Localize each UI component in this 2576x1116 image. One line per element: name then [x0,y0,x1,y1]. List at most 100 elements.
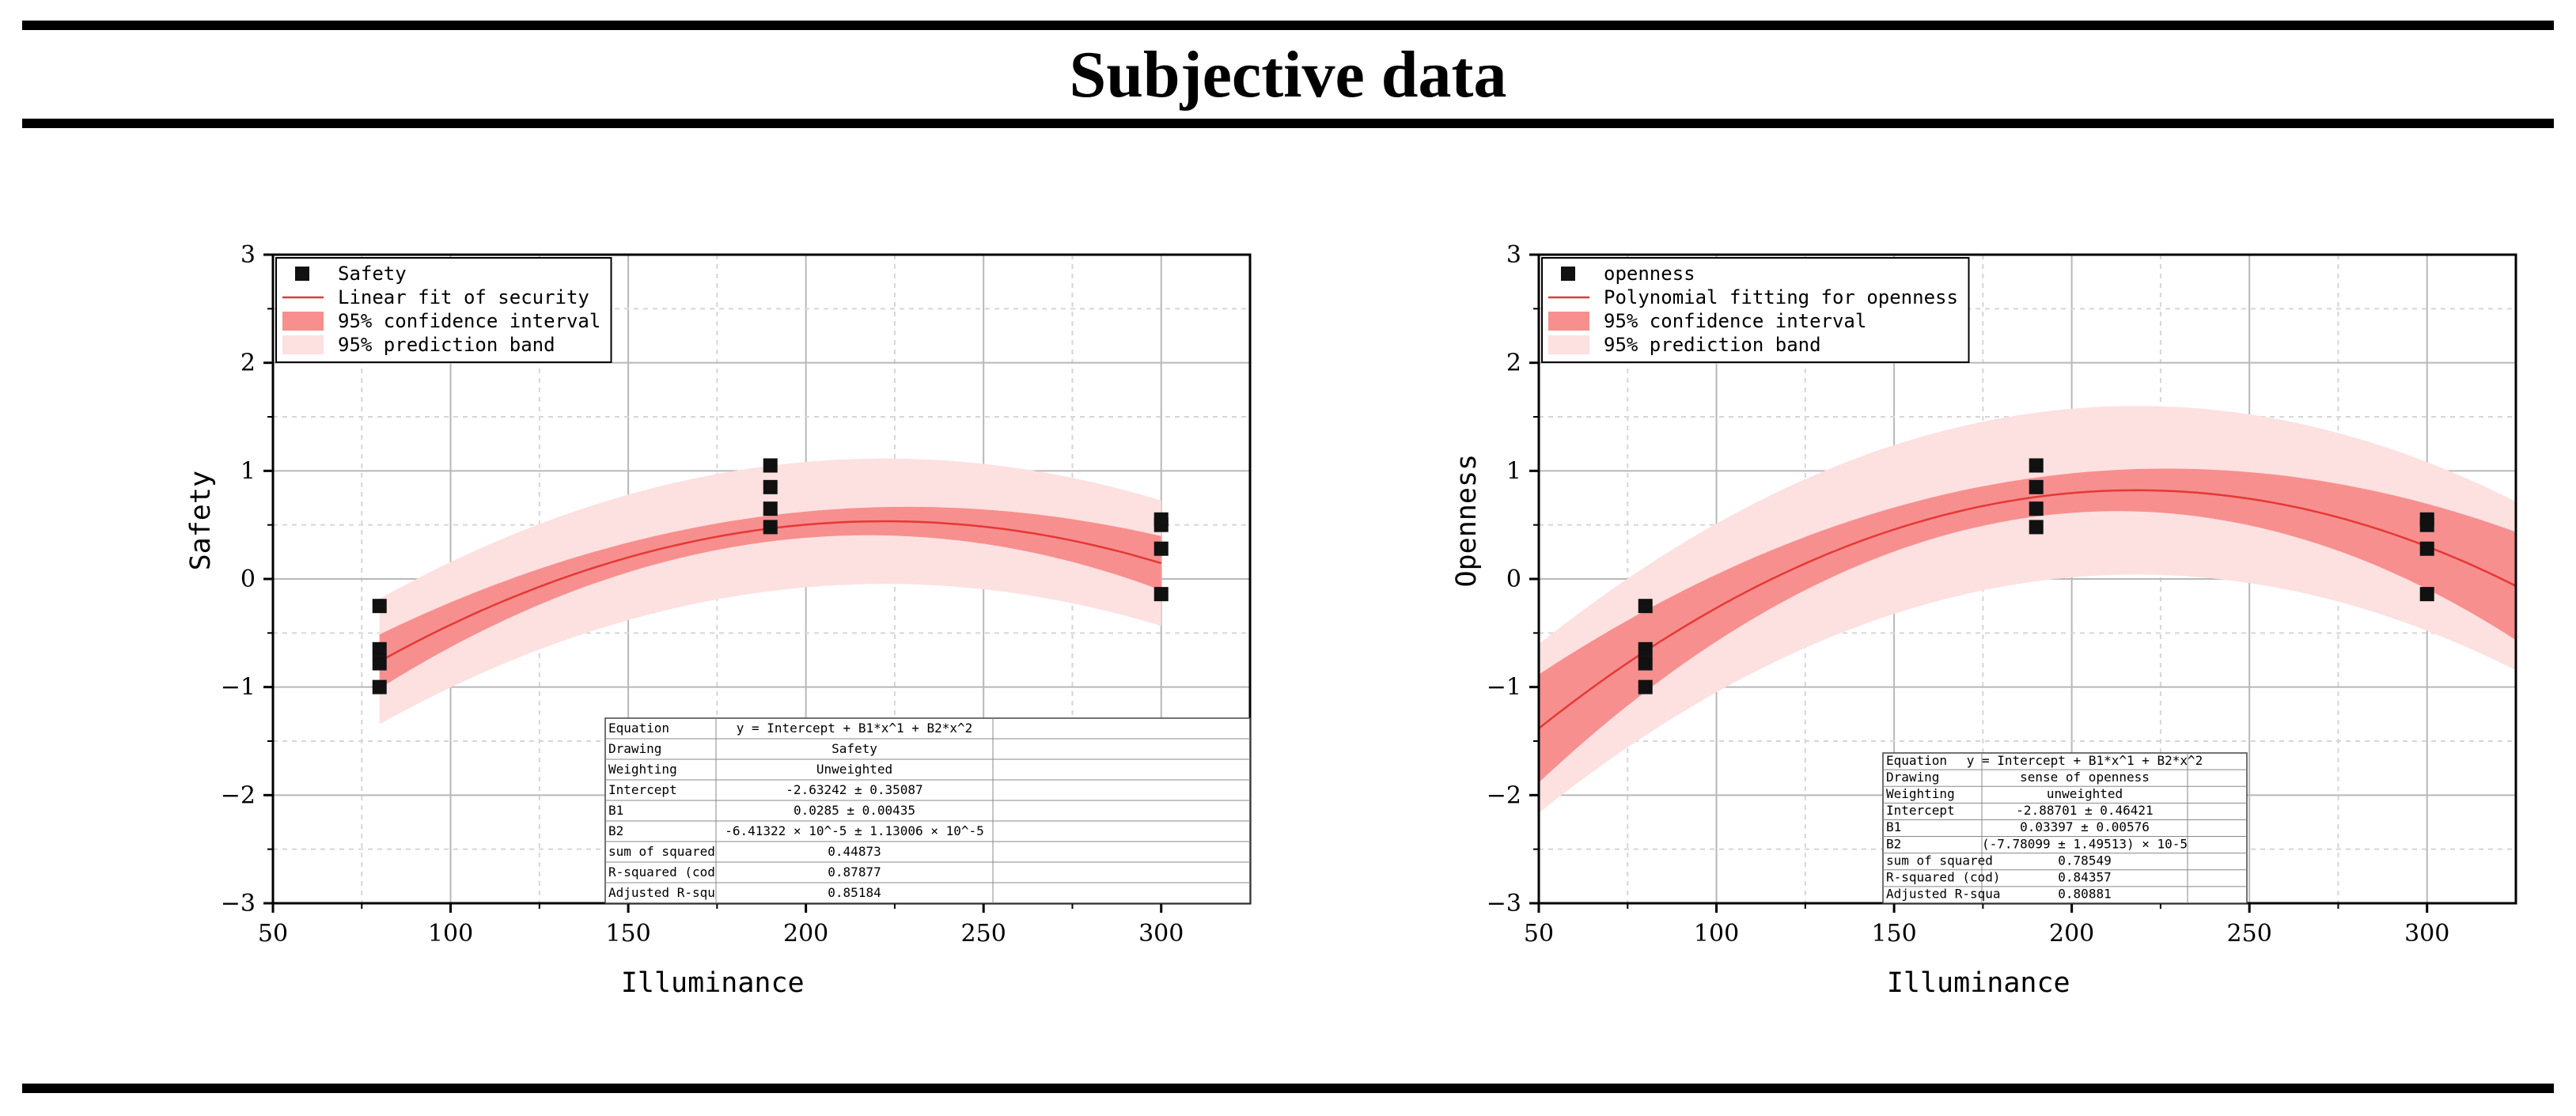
page-title: Subjective data [1069,38,1507,112]
data-point [2029,479,2044,494]
y-tick-label: 1 [1506,457,1521,485]
legend-box [1541,257,1970,363]
data-point [2029,520,2044,535]
stats-value: Unweighted [816,762,892,777]
y-tick-label: 1 [241,457,256,485]
x-tick-label: 200 [783,920,828,948]
data-point [2419,517,2434,532]
legend-label: 95% confidence interval [1604,310,1866,332]
x-axis-title: Illuminance [1887,967,2070,999]
stats-value: (-7.78099 ± 1.49513) × 10-5 [1982,836,2188,851]
openness-chart: 50 100 150 200 250 300 −3 −2 −1 0 1 2 3 Illuminance Op… [1451,241,2517,999]
legend-label: 95% prediction band [1604,334,1821,356]
data-points [1638,458,2434,694]
stats-key: Equation [1886,753,1947,768]
legend-label: 95% prediction band [338,334,555,356]
stats-key: Adjusted R-squ [608,885,715,900]
stats-value: y = Intercept + B1*x^1 + B2*x^2 [737,721,973,736]
x-tick-label: 150 [605,920,650,948]
y-tick-label: 0 [1506,566,1521,593]
stats-key: Equation [608,721,669,736]
legend-swatch [282,312,324,331]
data-point [1154,517,1169,532]
stats-key: Intercept [608,782,677,797]
legend-label: Linear fit of security [338,286,589,308]
stats-value: Safety [832,741,877,756]
data-point [2419,541,2434,556]
x-tick-label: 200 [2049,920,2094,948]
stats-table-box [1882,752,2248,904]
top-rule [22,21,2554,30]
x-tick-label: 100 [1694,920,1739,948]
data-point [1638,599,1653,614]
y-tick-label: −1 [1487,674,1521,702]
stats-value: 0.87877 [828,864,881,880]
data-point [1638,641,1653,656]
stats-key: R-squared (cod) [1886,870,2001,885]
data-point [1154,541,1169,556]
stats-key: Drawing [608,741,661,756]
legend-label: openness [1604,263,1695,285]
legend-label: Safety [338,263,407,285]
stats-value: -2.88701 ± 0.46421 [2016,803,2153,818]
x-tick-label: 300 [2404,920,2449,948]
stats-key: sum of squared [608,844,715,859]
y-tick-label: 2 [241,350,256,377]
legend-swatch [1548,312,1589,331]
x-tick-label: 50 [258,920,288,948]
stats-table: Equation y = Intercept + B1*x^1 + B2*x^2 D… [604,717,1251,904]
stats-key: Weighting [608,762,677,777]
legend-label: Polynomial fitting for openness [1604,286,1958,308]
x-tick-label: 250 [961,920,1006,948]
stats-key: B2 [608,823,623,838]
data-point [2419,587,2434,602]
y-tick-label: −1 [221,674,256,702]
data-point [763,501,778,516]
data-point [2029,458,2044,473]
stats-table: Equation y = Intercept + B1*x^1 + B2*x^2 D… [1882,752,2248,904]
confidence-band [1539,468,2516,783]
stats-value: 0.85184 [828,885,881,900]
stats-key: Adjusted R-squa [1886,887,2001,902]
legend-swatch [282,335,324,354]
stats-value: 0.78549 [2058,853,2111,868]
data-point [1638,656,1653,671]
x-tick-label: 250 [2227,920,2272,948]
legend-marker [295,267,309,281]
stats-key: B2 [1886,836,1901,851]
data-point [763,479,778,494]
data-point [372,656,387,671]
data-points [372,458,1169,694]
y-tick-label: −3 [1487,890,1521,917]
confidence-band [379,506,1161,689]
stats-key: Drawing [1886,770,1939,785]
stats-key: Weighting [1886,786,1955,801]
x-tick-label: 50 [1524,920,1554,948]
stats-key: B1 [608,803,623,818]
legend-box [275,257,612,363]
stats-value: -6.41322 × 10^-5 ± 1.13006 × 10^-5 [725,823,984,838]
stats-key: B1 [1886,819,1901,834]
data-point [372,599,387,614]
data-point [763,458,778,473]
stats-value: unweighted [2047,786,2123,801]
stats-value: 0.0285 ± 0.00435 [794,803,915,818]
data-point [763,520,778,535]
stats-key: sum of squared [1886,853,1993,868]
data-point [1154,587,1169,602]
y-axis-title: Safety [185,471,217,570]
x-axis-title: Illuminance [621,967,805,999]
data-point [372,641,387,656]
y-axis-title: Openness [1451,454,1483,588]
bottom-rule [22,1084,2554,1093]
stats-key: R-squared (cod [608,864,715,880]
stats-value: sense of openness [2020,770,2150,785]
stats-value: 0.80881 [2058,887,2111,902]
stats-value: 0.84357 [2058,870,2111,885]
y-tick-label: −2 [1487,781,1521,809]
stats-table-box [604,717,1251,904]
data-point [1638,679,1653,694]
x-tick-label: 100 [428,920,473,948]
